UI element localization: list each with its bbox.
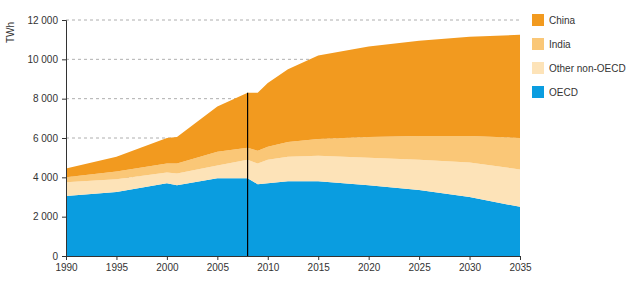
x-tick-mark [116,256,117,260]
y-tick-mark [62,217,66,218]
y-tick-label: 10 000 [27,54,58,65]
y-tick-mark [62,177,66,178]
x-tick-mark [419,256,420,260]
x-tick-label: 2035 [509,262,532,273]
y-axis: 0 2 000 4 000 6 000 8 000 10 000 12 000 [27,15,66,262]
divider-line [247,93,248,256]
legend-item: Other non-OECD [532,62,626,74]
y-tick-label: 4 000 [33,172,58,183]
x-axis-line [67,257,521,261]
plot: 1990 1995 2000 2005 2010 2015 2020 2025 2030 2035… [27,15,532,273]
y-tick-mark [62,99,66,100]
x-tick-label: 1995 [106,262,129,273]
chart: 1990 1995 2000 2005 2010 2015 2020 2025 2030 2035… [0,0,632,294]
x-tick-label: 2005 [207,262,230,273]
legend-label: OECD [549,87,578,98]
y-axis-title: TWh [5,22,16,43]
x-axis: 1990 1995 2000 2005 2010 2015 2020 2025 2030 2035 [55,256,532,273]
legend-item: China [532,14,576,26]
y-axis-line [62,21,67,257]
y-tick-mark [62,256,66,257]
legend: China India Other non-OECD OECD [532,14,626,98]
y-tick-mark [62,59,66,60]
x-tick-mark [268,256,269,260]
x-tick-mark [369,256,370,260]
legend-item: India [532,38,571,50]
x-tick-mark [470,256,471,260]
x-tick-mark [520,256,521,260]
x-tick: 2015 [308,256,331,273]
x-tick: 2005 [207,256,230,273]
x-tick: 2025 [408,256,431,273]
y-tick-label: 12 000 [27,15,58,26]
y-tick: 2 000 [33,211,66,222]
x-tick-mark [217,256,218,260]
x-tick: 1990 [55,256,78,273]
legend-label: India [549,39,571,50]
legend-label: Other non-OECD [549,63,626,74]
x-tick-label: 2020 [358,262,381,273]
x-tick: 2000 [156,256,179,273]
legend-item: OECD [532,86,578,98]
x-tick: 2020 [358,256,381,273]
x-tick-label: 2025 [408,262,431,273]
y-tick-label: 6 000 [33,133,58,144]
x-tick-mark [167,256,168,260]
y-tick: 4 000 [33,172,66,183]
y-tick-label: 0 [52,251,58,262]
y-tick-label: 8 000 [33,93,58,104]
x-tick: 2010 [257,256,280,273]
y-tick-label: 2 000 [33,211,58,222]
x-tick-label: 2030 [459,262,482,273]
x-tick-label: 2000 [156,262,179,273]
legend-swatch [532,62,544,74]
areas [66,35,520,256]
y-tick: 8 000 [33,93,66,104]
legend-label: China [549,15,576,26]
legend-swatch [532,14,544,26]
x-tick-label: 1990 [55,262,78,273]
grid-line [66,20,520,21]
x-tick-label: 2010 [257,262,280,273]
y-tick: 6 000 [33,133,66,144]
area-3 [66,35,520,178]
y-tick: 10 000 [27,54,66,65]
y-tick: 12 000 [27,15,66,26]
x-tick: 2035 [509,256,532,273]
x-tick: 2030 [459,256,482,273]
legend-swatch [532,86,544,98]
legend-swatch [532,38,544,50]
x-tick: 1995 [106,256,129,273]
x-tick-mark [318,256,319,260]
x-tick-label: 2015 [308,262,331,273]
y-tick-mark [62,20,66,21]
y-tick-mark [62,138,66,139]
y-tick: 0 [52,251,66,262]
